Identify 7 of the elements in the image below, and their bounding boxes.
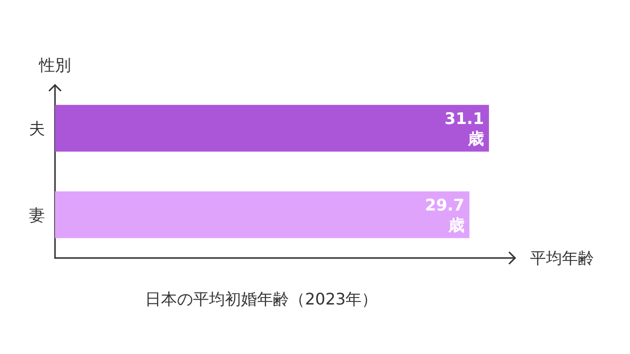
x-axis-title: 平均年齢: [530, 248, 594, 268]
data-label: 29.7 歳: [424, 195, 464, 234]
data-label: 31.1 歳: [444, 108, 484, 148]
text: 日本の平均初婚年齢（2023年）: [145, 290, 378, 308]
y-tick-label: 妻: [29, 205, 45, 224]
y-tick-label: 夫: [29, 118, 45, 138]
y-axis-title: 性別: [38, 56, 71, 74]
